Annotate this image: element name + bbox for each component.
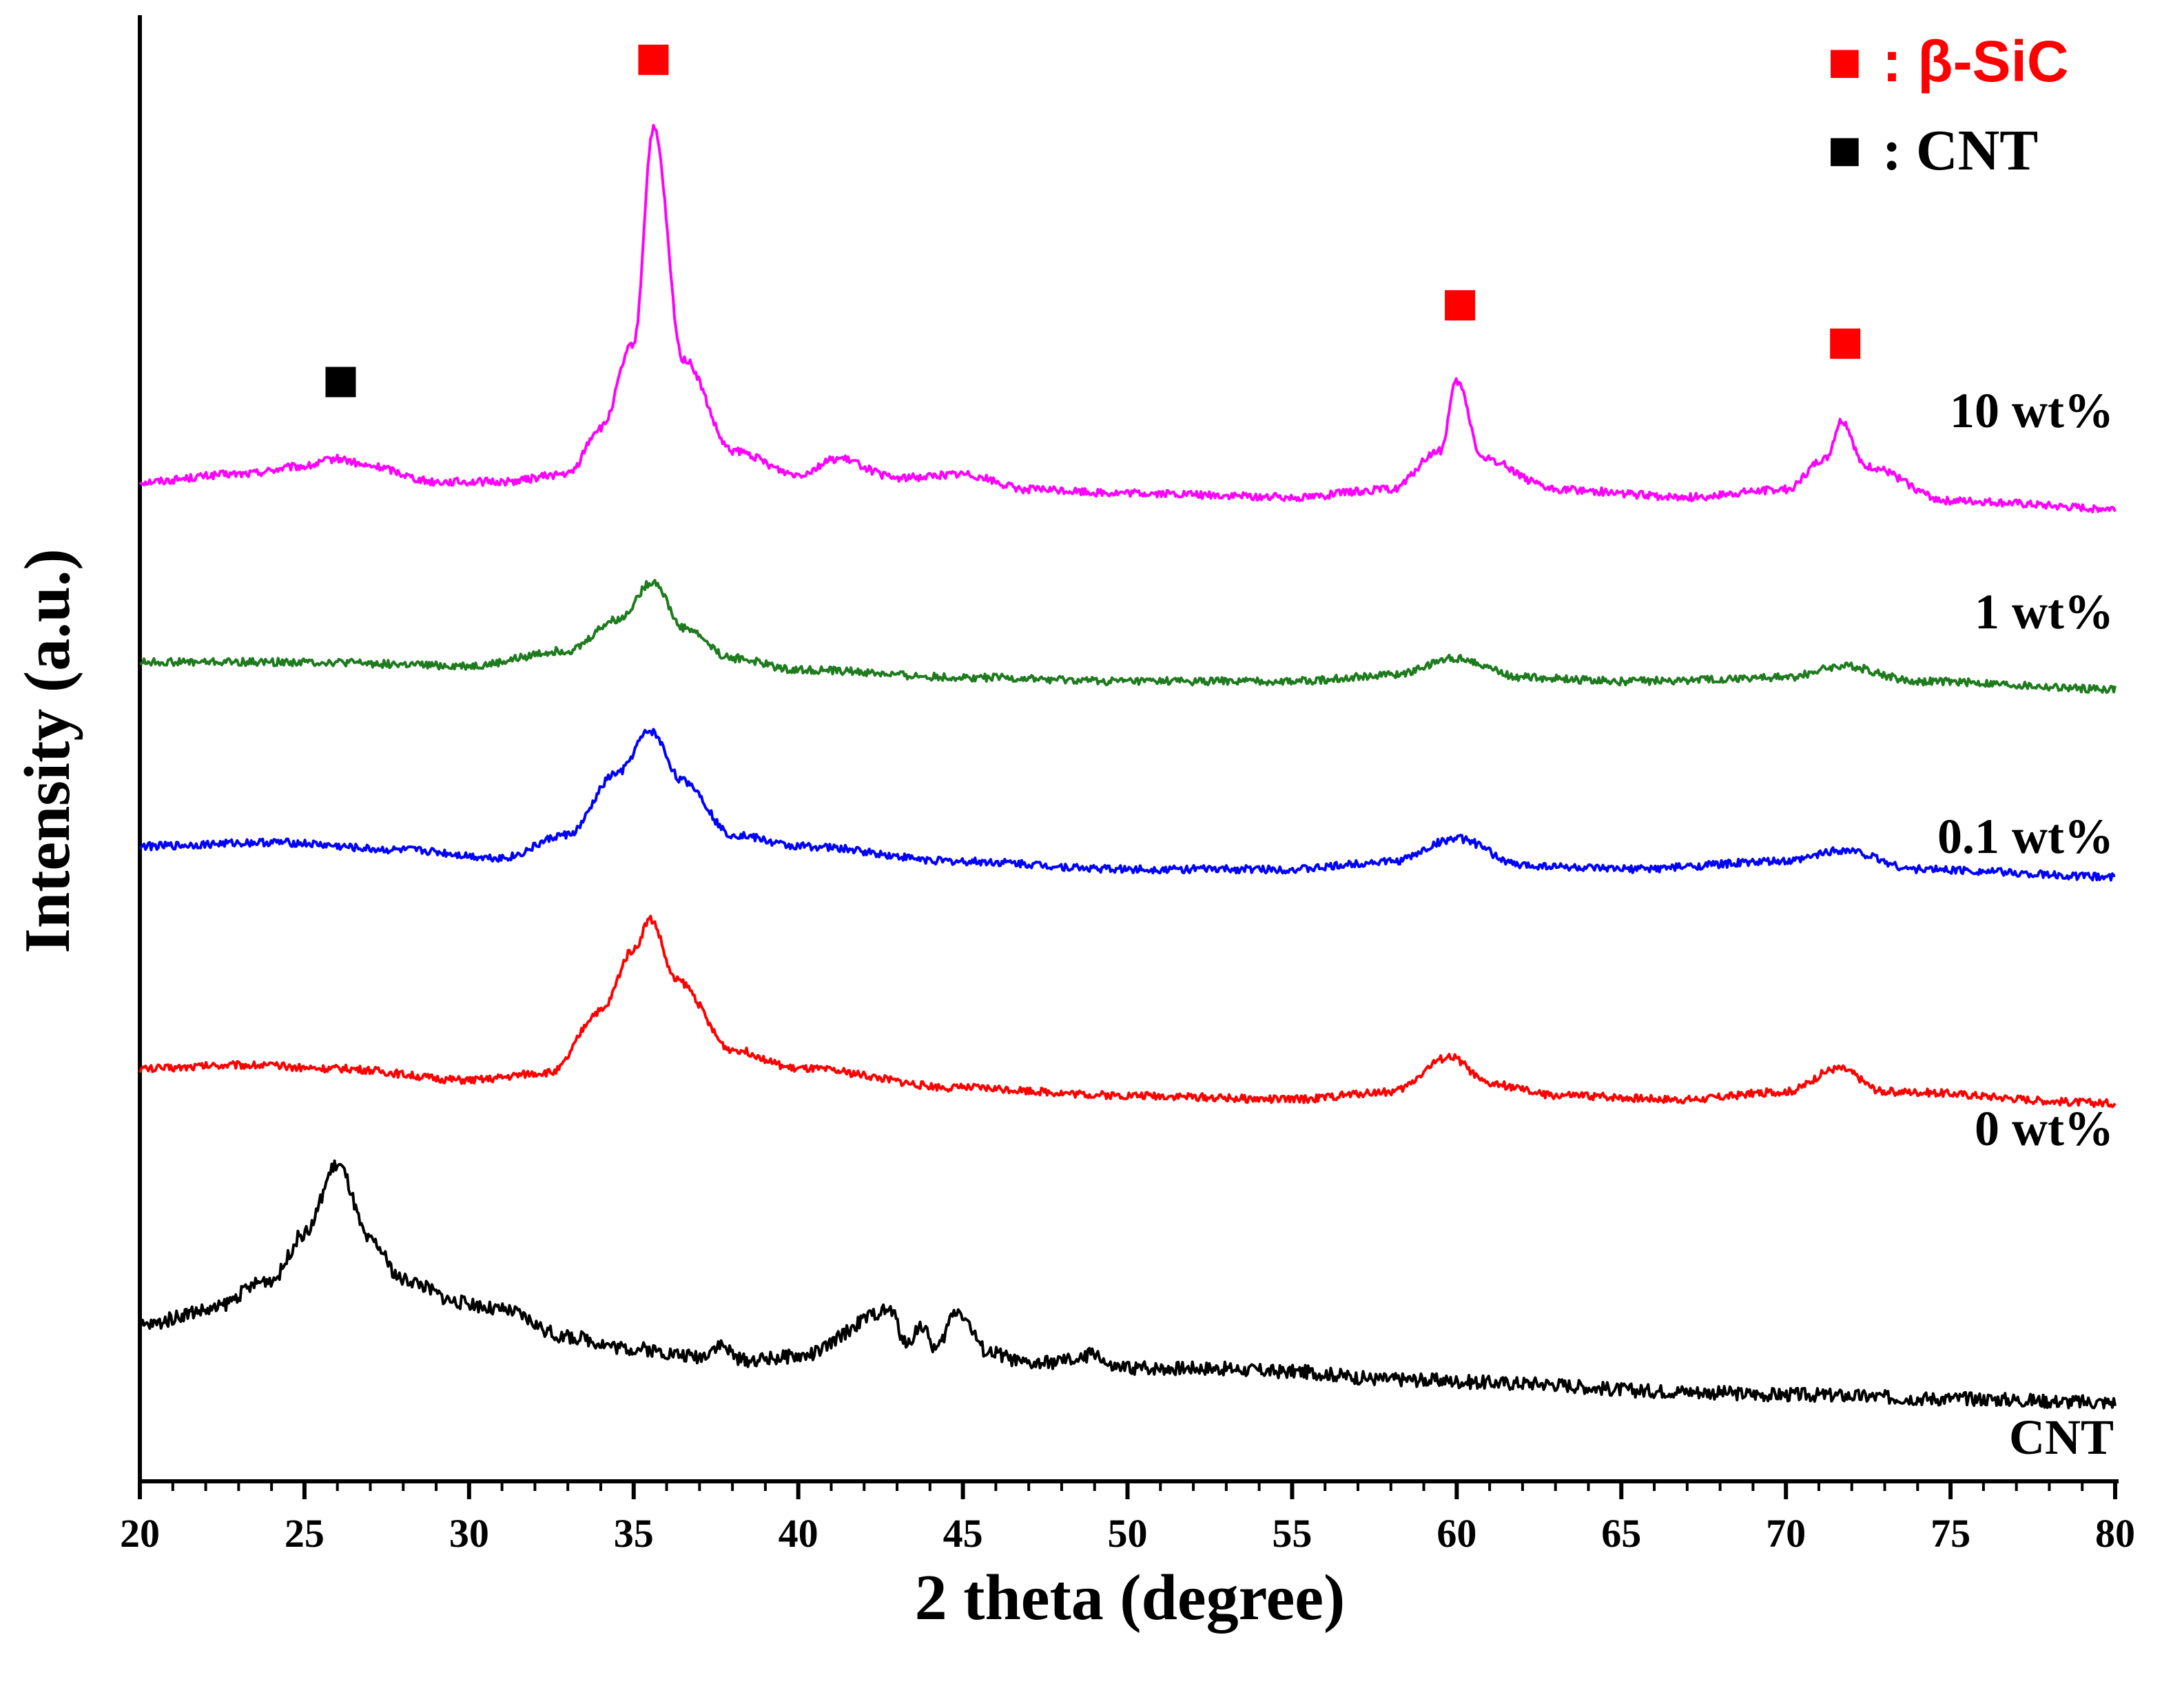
legend-marker-sic: ■ — [1827, 29, 1862, 94]
x-tick-label: 25 — [285, 1511, 325, 1556]
cnt-peak-marker — [325, 367, 356, 398]
sic-peak-marker — [638, 44, 669, 75]
x-tick-label: 20 — [120, 1511, 160, 1556]
y-axis-title: Intensity (a.u.) — [12, 548, 83, 954]
series-label-0wt: 0 wt% — [1975, 1101, 2114, 1156]
legend: ■ : β-SiC ■ : CNT — [1827, 29, 2069, 183]
sic-peak-marker — [1445, 290, 1476, 321]
x-tick-label: 50 — [1108, 1511, 1148, 1556]
series-label-10wt: 10 wt% — [1950, 383, 2114, 438]
legend-text-cnt: : CNT — [1882, 119, 2038, 183]
series-line-cnt — [138, 1159, 2117, 1410]
series-line-0-1-wt- — [138, 728, 2116, 882]
series-label-1wt: 1 wt% — [1975, 584, 2114, 639]
series-line-10-wt- — [138, 123, 2117, 514]
x-tick-label: 60 — [1437, 1511, 1476, 1556]
series-line-1-wt- — [139, 579, 2117, 694]
x-tick-label: 80 — [2095, 1511, 2135, 1556]
x-tick-label: 35 — [614, 1511, 654, 1556]
series-label-cnt: CNT — [2009, 1410, 2114, 1465]
series-line-0-wt- — [138, 914, 2117, 1109]
x-tick-label: 65 — [1601, 1511, 1641, 1556]
series-label-0-1wt: 0.1 wt% — [1937, 809, 2114, 864]
x-tick-label: 40 — [779, 1511, 819, 1556]
sic-peak-marker — [1830, 328, 1861, 359]
series-layer — [138, 123, 2117, 1410]
x-tick-label: 45 — [943, 1511, 983, 1556]
x-tick-label: 30 — [449, 1511, 489, 1556]
x-tick-label: 75 — [1931, 1511, 1970, 1556]
x-axis-title: 2 theta (degree) — [915, 1562, 1346, 1634]
legend-marker-cnt: ■ — [1827, 117, 1862, 182]
legend-text-sic: : β-SiC — [1882, 29, 2069, 94]
peak-markers — [325, 44, 1861, 398]
x-ticks: 20 25 30 35 40 45 50 55 60 65 70 75 80 — [120, 1481, 2135, 1556]
x-tick-label: 70 — [1766, 1511, 1806, 1556]
x-tick-label: 55 — [1272, 1511, 1312, 1556]
